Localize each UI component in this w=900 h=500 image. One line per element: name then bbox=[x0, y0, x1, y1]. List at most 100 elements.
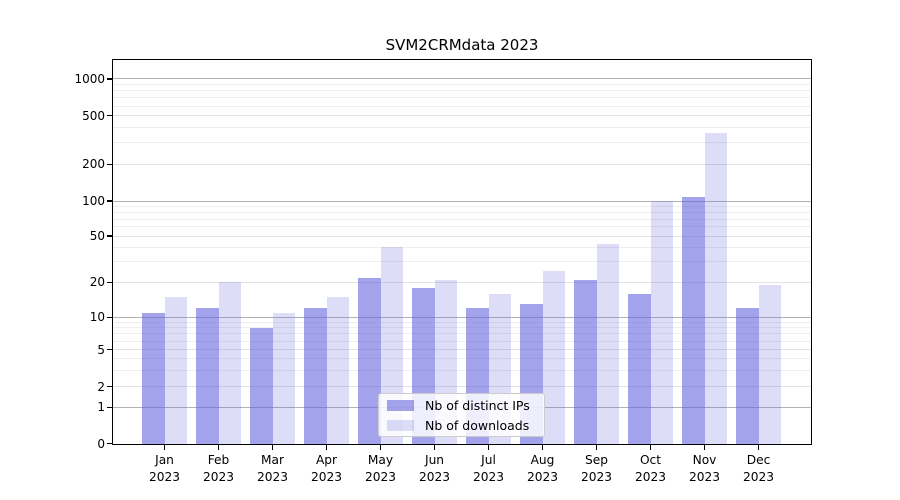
x-tick-aug-2023 bbox=[541, 445, 544, 450]
x-tick-label-feb-2023: Feb 2023 bbox=[202, 453, 235, 484]
y-tick-1 bbox=[107, 406, 112, 409]
bar-sep-2023-nb-of-downloads bbox=[596, 243, 619, 444]
y-gridline-20 bbox=[113, 281, 811, 283]
bar-feb-2023-nb-of-downloads bbox=[218, 282, 241, 444]
bar-sep-2023-nb-of-distinct-ips bbox=[574, 279, 597, 444]
y-tick-label-5: 5 bbox=[97, 342, 105, 357]
x-tick-label-jan-2023: Jan 2023 bbox=[148, 453, 181, 484]
legend-item-nb-of-downloads: Nb of downloads bbox=[387, 417, 544, 434]
y-gridline-60 bbox=[113, 226, 811, 228]
y-tick-label-500: 500 bbox=[82, 108, 105, 123]
y-tick-10 bbox=[107, 316, 112, 319]
bar-oct-2023-nb-of-distinct-ips bbox=[628, 293, 651, 444]
x-tick-jul-2023 bbox=[487, 445, 490, 450]
y-gridline-7 bbox=[113, 333, 811, 335]
y-gridline-6 bbox=[113, 340, 811, 342]
y-gridline-400 bbox=[113, 127, 811, 129]
y-gridline-70 bbox=[113, 218, 811, 220]
x-tick-jan-2023 bbox=[163, 445, 166, 450]
legend-label-0: Nb of distinct IPs bbox=[425, 397, 530, 413]
bar-aug-2023-nb-of-downloads bbox=[542, 271, 565, 444]
y-tick-label-10: 10 bbox=[89, 310, 105, 325]
bar-jan-2023-nb-of-distinct-ips bbox=[142, 312, 165, 444]
x-tick-label-may-2023: May 2023 bbox=[364, 453, 397, 484]
y-gridline-700 bbox=[113, 97, 811, 99]
y-tick-100 bbox=[107, 200, 112, 202]
y-tick-2 bbox=[107, 385, 112, 388]
x-tick-label-apr-2023: Apr 2023 bbox=[310, 453, 343, 484]
legend-label-1: Nb of downloads bbox=[425, 417, 530, 433]
bar-oct-2023-nb-of-downloads bbox=[650, 201, 673, 444]
y-gridline-300 bbox=[113, 142, 811, 144]
x-tick-label-aug-2023: Aug 2023 bbox=[526, 453, 559, 484]
x-tick-mar-2023 bbox=[271, 445, 274, 450]
bar-jan-2023-nb-of-downloads bbox=[164, 296, 187, 444]
y-gridline-800 bbox=[113, 90, 811, 92]
legend-swatch-1 bbox=[387, 419, 414, 431]
bar-dec-2023-nb-of-distinct-ips bbox=[736, 308, 759, 444]
y-gridline-40 bbox=[113, 246, 811, 248]
x-tick-feb-2023 bbox=[217, 445, 220, 450]
bar-dec-2023-nb-of-downloads bbox=[758, 285, 781, 444]
legend: Nb of distinct IPs Nb of downloads bbox=[378, 393, 545, 437]
y-tick-label-2: 2 bbox=[97, 379, 105, 394]
y-gridline-600 bbox=[113, 105, 811, 107]
y-tick-50 bbox=[107, 235, 112, 237]
x-tick-label-nov-2023: Nov 2023 bbox=[688, 453, 721, 484]
y-tick-20 bbox=[107, 281, 112, 284]
y-tick-label-1: 1 bbox=[97, 400, 105, 415]
x-tick-label-jul-2023: Jul 2023 bbox=[472, 453, 505, 484]
x-tick-label-jun-2023: Jun 2023 bbox=[418, 453, 451, 484]
bar-nov-2023-nb-of-distinct-ips bbox=[682, 196, 705, 444]
y-tick-0 bbox=[107, 442, 112, 445]
x-tick-jun-2023 bbox=[433, 445, 436, 450]
x-tick-dec-2023 bbox=[757, 445, 760, 450]
y-gridline-2 bbox=[113, 386, 811, 387]
x-tick-label-mar-2023: Mar 2023 bbox=[256, 453, 289, 484]
x-tick-label-dec-2023: Dec 2023 bbox=[742, 453, 775, 484]
bar-apr-2023-nb-of-distinct-ips bbox=[304, 308, 327, 444]
x-tick-oct-2023 bbox=[649, 445, 652, 450]
y-gridline-3 bbox=[113, 369, 811, 371]
y-gridline-50 bbox=[113, 235, 811, 237]
x-tick-may-2023 bbox=[379, 445, 382, 450]
x-tick-label-sep-2023: Sep 2023 bbox=[580, 453, 613, 484]
y-tick-label-0: 0 bbox=[97, 436, 105, 451]
legend-item-nb-of-distinct-ips: Nb of distinct IPs bbox=[387, 397, 544, 414]
y-gridline-4 bbox=[113, 358, 811, 360]
y-gridline-100 bbox=[113, 200, 811, 202]
y-tick-500 bbox=[107, 115, 112, 117]
y-gridline-500 bbox=[113, 115, 811, 117]
y-tick-200 bbox=[107, 163, 112, 165]
y-tick-label-200: 200 bbox=[82, 157, 105, 172]
y-gridline-900 bbox=[113, 84, 811, 86]
y-gridline-8 bbox=[113, 327, 811, 329]
x-tick-nov-2023 bbox=[703, 445, 706, 450]
y-tick-label-100: 100 bbox=[82, 194, 105, 208]
bar-mar-2023-nb-of-downloads bbox=[272, 312, 295, 444]
y-gridline-80 bbox=[113, 211, 811, 213]
y-tick-label-20: 20 bbox=[89, 275, 105, 290]
bar-mar-2023-nb-of-distinct-ips bbox=[250, 327, 273, 444]
x-tick-sep-2023 bbox=[595, 445, 598, 450]
bar-may-2023-nb-of-distinct-ips bbox=[358, 277, 381, 444]
chart-title: SVM2CRMdata 2023 bbox=[385, 36, 539, 54]
bar-feb-2023-nb-of-distinct-ips bbox=[196, 308, 219, 444]
y-gridline-9 bbox=[113, 321, 811, 323]
legend-swatch-0 bbox=[387, 399, 414, 411]
x-tick-apr-2023 bbox=[325, 445, 328, 450]
y-tick-label-50: 50 bbox=[89, 229, 105, 244]
y-tick-1000 bbox=[107, 78, 112, 80]
plot-area bbox=[113, 60, 811, 444]
y-gridline-200 bbox=[113, 163, 811, 165]
y-gridline-90 bbox=[113, 205, 811, 207]
y-gridline-10 bbox=[113, 316, 811, 318]
y-gridline-1000 bbox=[113, 78, 811, 80]
bar-apr-2023-nb-of-downloads bbox=[326, 296, 349, 444]
x-tick-label-oct-2023: Oct 2023 bbox=[634, 453, 667, 484]
y-tick-5 bbox=[107, 348, 112, 351]
bar-nov-2023-nb-of-downloads bbox=[704, 133, 727, 444]
y-gridline-30 bbox=[113, 261, 811, 263]
y-tick-label-1000: 1000 bbox=[74, 71, 105, 86]
